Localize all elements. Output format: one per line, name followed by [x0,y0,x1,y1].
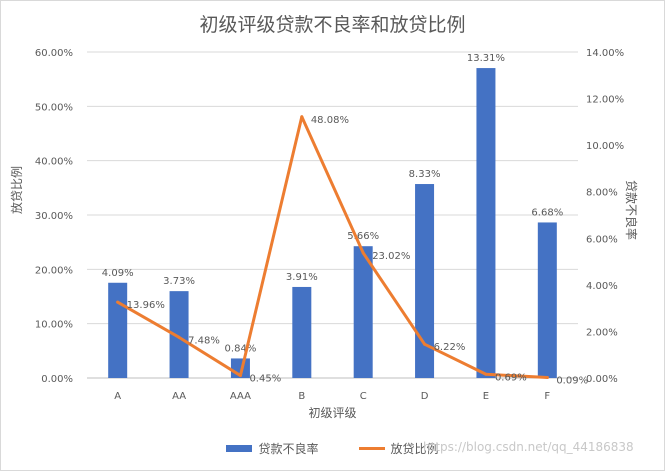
x-tick-label: D [421,391,429,402]
line-data-label: 23.02% [372,251,410,262]
y-left-tick-label: 50.00% [35,102,73,113]
x-tick-label: E [483,391,489,402]
bar-data-label: 3.73% [163,276,195,287]
legend-item-line: 放贷比例 [358,440,439,457]
bar-F [537,222,557,378]
y-left-tick-label: 0.00% [41,374,73,385]
y-right-tick-label: 12.00% [586,95,624,106]
x-tick-label: C [360,391,367,402]
y-right-tick-label: 6.00% [586,234,618,245]
legend-swatch-line [358,447,385,450]
line-series-loan-ratio [116,115,549,380]
legend-label-bar: 贷款不良率 [258,442,319,456]
y-right-tick-label: 0.00% [586,374,618,385]
line-data-label: 0.45% [249,374,281,385]
y-right-tick-label: 4.00% [586,281,618,292]
legend-swatch-bar [226,445,253,452]
y-left-tick-label: 20.00% [35,265,73,276]
line-point-AA [177,335,181,339]
line-data-label: 0.69% [495,372,527,383]
y-left-tick-label: 60.00% [35,48,73,59]
bar-data-label: 0.84% [225,343,257,354]
bar-C [353,246,373,378]
chart-legend: 贷款不良率 放贷比例 [0,440,665,457]
line-data-label: 6.22% [434,342,466,353]
bar-A [108,282,128,378]
line-point-E [484,372,488,376]
y-left-tick-label: 30.00% [35,211,73,222]
line-point-F [545,376,549,380]
line-point-AAA [238,374,242,378]
line-point-B [300,115,304,119]
bar-data-label: 5.66% [347,231,379,242]
legend-label-line: 放贷比例 [390,442,439,456]
x-tick-label: AA [172,391,186,402]
y-axis-left-title: 放贷比例 [10,165,24,214]
bar-E [476,68,496,379]
y-right-tick-label: 2.00% [586,327,618,338]
chart-title: 初级评级贷款不良率和放贷比例 [199,14,466,36]
y-left-tick-label: 10.00% [35,320,73,331]
x-axis-title: 初级评级 [308,406,357,420]
line-data-label: 0.09% [556,376,588,387]
legend-item-bar: 贷款不良率 [226,440,319,457]
x-tick-label: AAA [230,391,251,402]
y-right-tick-label: 10.00% [586,141,624,152]
bar-D [415,184,435,378]
line-data-label: 48.08% [311,115,349,126]
bar-data-label: 4.09% [102,268,134,279]
line-data-label: 13.96% [127,300,165,311]
bar-B [292,286,312,378]
x-tick-label: A [114,391,121,402]
bar-data-label: 6.68% [531,207,563,218]
y-axis-right-title: 贷款不良率 [624,180,638,241]
x-tick-label: F [544,391,550,402]
watermark-text: https://blog.csdn.net/qq_44186838 [423,440,634,454]
line-data-label: 7.48% [188,335,220,346]
y-right-tick-label: 8.00% [586,188,618,199]
x-tick-label: B [298,391,305,402]
bar-AA [169,291,189,378]
bar-data-label: 8.33% [409,169,441,180]
y-right-tick-label: 14.00% [586,48,624,59]
bar-data-label: 13.31% [467,53,505,64]
line-point-D [423,342,427,346]
line-point-C [361,251,365,255]
y-left-tick-label: 40.00% [35,157,73,168]
line-point-A [116,300,120,304]
bar-data-label: 3.91% [286,272,318,283]
